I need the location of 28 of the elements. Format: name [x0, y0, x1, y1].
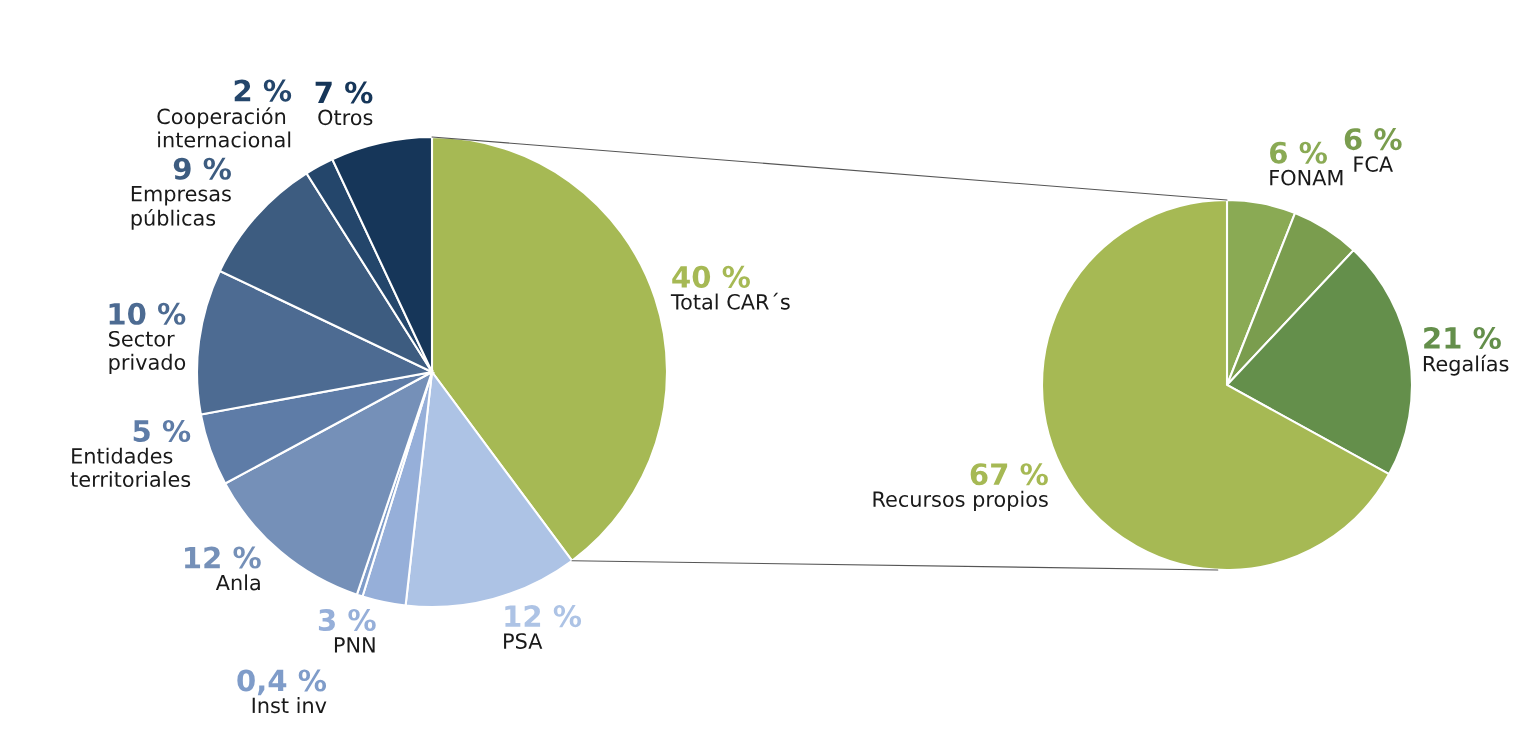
- data-label: 40 %: [672, 265, 750, 288]
- slice-label: Recursos propios: [873, 490, 1048, 512]
- data-label: 5 %: [133, 419, 191, 442]
- data-label: 2 %: [234, 79, 292, 102]
- data-label: 12 %: [185, 546, 261, 569]
- slice-label: PNN: [334, 637, 375, 653]
- slice-label: Total CAR´s: [670, 292, 790, 310]
- slice-label: Regalías: [1423, 354, 1509, 376]
- data-label: 7 %: [315, 81, 373, 104]
- data-label: 67 %: [970, 463, 1048, 486]
- slice-label: Otros: [318, 109, 373, 126]
- data-label: 21 %: [1424, 326, 1501, 349]
- slice-label: Sector privado: [109, 330, 186, 375]
- slice-label: Entidades territoriales: [70, 447, 191, 488]
- slice-label: Cooperación internacional: [157, 107, 291, 148]
- slice-label: PSA: [504, 633, 543, 649]
- data-label: 6 %: [1344, 128, 1402, 151]
- slice-label: Empresas públicas: [131, 186, 231, 230]
- slice-label: FCA: [1354, 156, 1393, 172]
- data-label: 0,4 %: [237, 669, 327, 696]
- data-label: 3 %: [318, 608, 376, 632]
- data-label: 9 %: [173, 157, 231, 180]
- data-label: 6 %: [1270, 141, 1327, 164]
- data-label: 10 %: [109, 302, 186, 325]
- slice-label: Anla: [215, 574, 260, 591]
- slice-label: FONAM: [1270, 169, 1343, 186]
- slice-label: Inst inv: [252, 697, 327, 714]
- data-label: 12 %: [505, 605, 582, 628]
